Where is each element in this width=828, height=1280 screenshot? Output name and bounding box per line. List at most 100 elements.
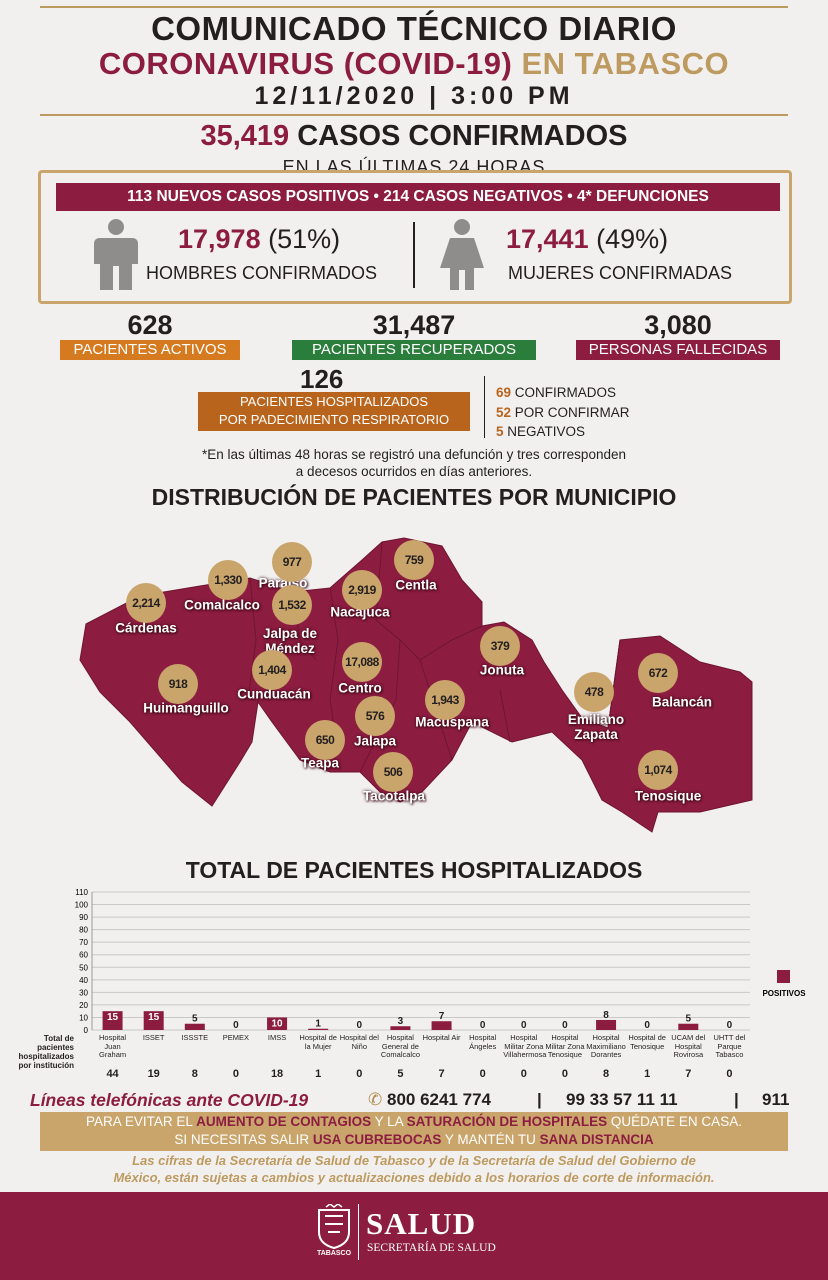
message-emphasis: SANA DISTANCIA	[539, 1132, 654, 1147]
bar	[431, 1021, 452, 1030]
total-value: 0	[479, 1068, 486, 1080]
total-value: 8	[603, 1068, 610, 1080]
title: COMUNICADO TÉCNICO DIARIO	[151, 10, 677, 47]
bar	[184, 1023, 205, 1030]
phone-number: 800 6241 774	[386, 1090, 491, 1109]
municipality-name: Centla	[395, 577, 437, 593]
footnote: *En las últimas 48 horas se registró una…	[0, 446, 828, 480]
municipality-value: 918	[158, 664, 198, 704]
y-tick-label: 110	[75, 888, 88, 897]
x-tick-label: IMSS	[267, 1033, 287, 1042]
y-tick-label: 70	[79, 938, 88, 947]
municipality-value: 576	[355, 696, 395, 736]
x-tick-label: UHTT del Parque Tabasco	[713, 1033, 746, 1059]
total-value: 0	[561, 1068, 568, 1080]
municipality-value: 2,919	[342, 570, 382, 610]
breakdown-label: POR CONFIRMAR	[514, 404, 630, 420]
men-pct: (51%)	[268, 224, 341, 254]
message-text: Y MANTÉN TU	[441, 1132, 540, 1147]
municipality-name: Cárdenas	[115, 620, 177, 636]
x-tick-label: Hospital Militar Zona Tenosique	[545, 1033, 585, 1059]
rule	[40, 114, 788, 116]
divider	[413, 222, 415, 288]
x-tick-label: PEMEX	[222, 1033, 250, 1042]
municipality-value: 977	[272, 542, 312, 582]
confirmed-box	[38, 170, 792, 304]
total-value: 7	[685, 1068, 692, 1080]
municipality-value: 478	[574, 672, 614, 712]
hospitalized-label: PACIENTES HOSPITALIZADOS POR PADECIMIENTO…	[198, 392, 470, 431]
subtitle-a: CORONAVIRUS (COVID-19)	[98, 46, 513, 81]
y-tick-label: 30	[79, 988, 88, 997]
value-label: 5	[192, 1014, 198, 1025]
x-tick-label: ISSSTE	[181, 1033, 209, 1042]
women-figure: 17,441 (49%)	[506, 224, 668, 255]
breakdown-number: 5	[496, 424, 504, 439]
women-number: 17,441	[506, 224, 589, 254]
hospitalized-number: 126	[300, 364, 344, 394]
municipality-value: 1,074	[638, 750, 678, 790]
municipality-name: Comalcalco	[184, 597, 260, 613]
municipality-value: 17,088	[342, 642, 382, 682]
total-value: 5	[397, 1068, 404, 1080]
total-value: 0	[520, 1068, 527, 1080]
recovered-label: PACIENTES RECUPERADOS	[292, 340, 536, 360]
x-tick-label: Hospital Ángeles	[469, 1033, 497, 1051]
breakdown-label: CONFIRMADOS	[514, 385, 617, 400]
subtitle-b: EN TABASCO	[521, 46, 730, 81]
active-number: 628	[127, 310, 173, 340]
total-value: 1	[644, 1068, 651, 1080]
confirmed-number: 35,419	[200, 120, 290, 152]
value-label: 8	[603, 1010, 609, 1021]
y-tick-label: 90	[79, 913, 88, 922]
y-tick-label: 50	[79, 963, 88, 972]
y-tick-label: 20	[79, 1001, 88, 1010]
phone-2: 99 33 57 11 11	[566, 1090, 678, 1109]
x-tick-label: Hospital Air	[422, 1033, 461, 1042]
phones-label: Líneas telefónicas ante COVID-19	[30, 1090, 309, 1110]
y-tick-label: 80	[79, 926, 88, 935]
message-emphasis: SATURACIÓN DE HOSPITALES	[406, 1114, 608, 1129]
municipality-value: 759	[394, 540, 434, 580]
emblem	[318, 1204, 350, 1250]
municipality-name: Balancán	[651, 694, 713, 710]
municipality-name: Nacajuca	[330, 604, 390, 620]
x-tick-label: Hospital de la Mujer	[299, 1033, 337, 1051]
y-tick-label: 10	[79, 1013, 88, 1022]
confirmed-heading: 35,419 CASOS CONFIRMADOS	[0, 120, 828, 153]
municipality-value: 506	[373, 752, 413, 792]
municipality-value: 672	[638, 653, 678, 693]
message-box: PARA EVITAR EL AUMENTO DE CONTAGIOS Y LA…	[40, 1112, 788, 1151]
footer: TABASCO SALUD SECRETARÍA DE SALUD	[0, 1192, 828, 1280]
brand-sub: SECRETARÍA DE SALUD	[367, 1242, 496, 1254]
total-value: 1	[315, 1068, 322, 1080]
municipality-name: Tenosique	[634, 788, 702, 804]
municipality-name: Jalapa	[353, 733, 397, 749]
value-label: 0	[480, 1020, 486, 1031]
disclaimer: Las cifras de la Secretaría de Salud de …	[0, 1152, 828, 1186]
x-tick-label: Hospital Maximiliano Dorantes	[586, 1033, 626, 1059]
y-tick-label: 40	[79, 976, 88, 985]
map-title: DISTRIBUCIÓN DE PACIENTES POR MUNICIPIO	[151, 484, 677, 510]
municipality-value: 2,214	[126, 583, 166, 623]
value-label: 3	[398, 1016, 404, 1027]
value-label: 7	[439, 1011, 445, 1022]
total-value: 0	[726, 1068, 733, 1080]
subtitle: CORONAVIRUS (COVID-19) EN TABASCO	[0, 46, 828, 82]
women-pct: (49%)	[596, 224, 669, 254]
rule	[40, 6, 788, 8]
state-label: TABASCO	[316, 1250, 352, 1257]
divider	[484, 376, 485, 438]
disclaimer-line: México, están sujetas a cambios y actual…	[113, 1170, 715, 1185]
message-text: PARA EVITAR EL	[86, 1114, 197, 1129]
separator: |	[734, 1090, 739, 1109]
value-label: 0	[727, 1020, 733, 1031]
x-tick-label: Hospital del Niño	[339, 1033, 379, 1051]
bar	[678, 1023, 699, 1030]
label-line: PACIENTES HOSPITALIZADOS	[239, 394, 429, 409]
bar	[390, 1026, 411, 1030]
message-line: SI NECESITAS SALIR USA CUBREBOCAS Y MANT…	[40, 1131, 788, 1149]
x-tick-label: Hospital Juan Graham	[99, 1033, 127, 1059]
